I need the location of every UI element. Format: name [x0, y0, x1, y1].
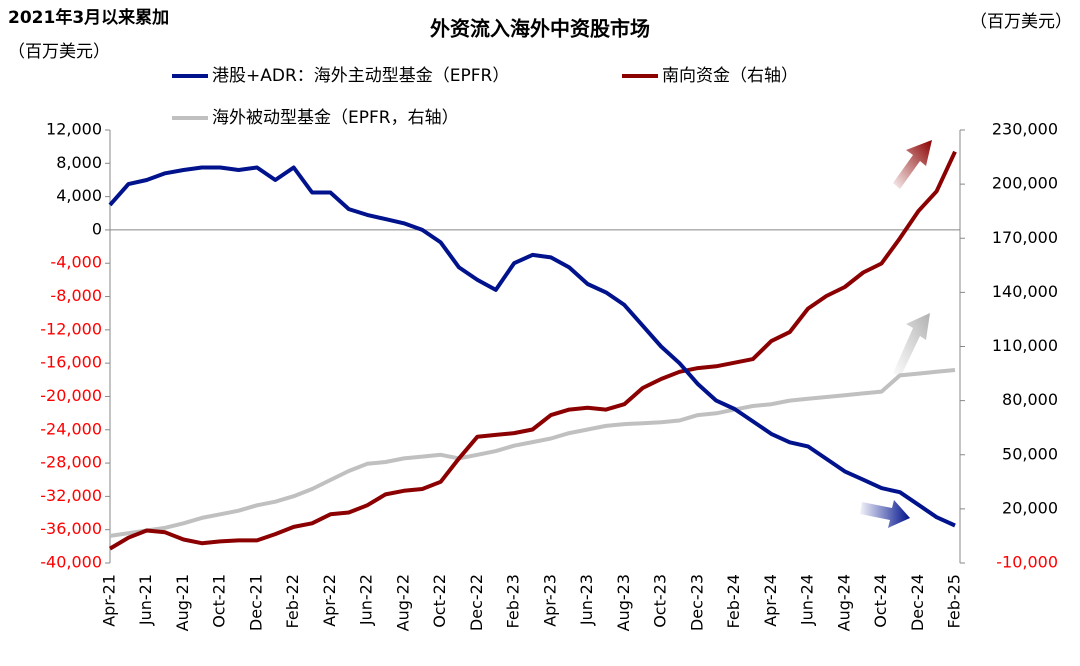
series-line — [108, 165, 956, 528]
y-tick-label: 0 — [92, 219, 102, 238]
y-tick-label: -24,000 — [40, 419, 102, 438]
x-tick-label: Jun-24 — [798, 574, 817, 626]
x-tick-label: Apr-23 — [540, 574, 559, 627]
x-tick-label: Feb-23 — [504, 574, 523, 628]
y2-tick-label: 170,000 — [992, 228, 1058, 247]
y2-tick-label: 230,000 — [992, 120, 1058, 139]
legend-label: 海外被动型基金（EPFR，右轴） — [212, 108, 459, 128]
x-tick-label: Dec-23 — [687, 574, 706, 631]
x-tick-label: Oct-21 — [210, 574, 229, 628]
y-tick-label: -16,000 — [40, 353, 102, 372]
y2-tick-label: 50,000 — [1002, 444, 1058, 463]
x-tick-label: Dec-24 — [908, 574, 927, 631]
y-tick-label: 12,000 — [46, 120, 102, 139]
y-tick-label: -8,000 — [50, 286, 102, 305]
x-tick-label: Aug-23 — [614, 574, 633, 631]
y2-tick-label: 110,000 — [992, 336, 1058, 355]
right-unit: （百万美元） — [970, 12, 1072, 32]
left-unit: 2021年3月以来累加 — [8, 7, 169, 28]
y-tick-label: -36,000 — [40, 519, 102, 538]
x-tick-label: Jun-23 — [577, 574, 596, 626]
x-tick-label: Aug-21 — [173, 574, 192, 631]
legend-label: 港股+ADR：海外主动型基金（EPFR） — [212, 66, 509, 86]
trend-arrow — [860, 500, 910, 528]
x-tick-label: Apr-24 — [761, 574, 780, 627]
y-tick-label: 8,000 — [56, 153, 102, 172]
y-tick-label: -4,000 — [50, 253, 102, 272]
y2-tick-label: 200,000 — [992, 174, 1058, 193]
x-tick-label: Feb-24 — [724, 574, 743, 628]
x-tick-label: Oct-22 — [430, 574, 449, 628]
y-tick-label: -12,000 — [40, 319, 102, 338]
x-tick-label: Jun-22 — [357, 574, 376, 626]
x-tick-label: Apr-21 — [100, 574, 119, 627]
y-tick-label: 4,000 — [56, 186, 102, 205]
series-line — [108, 150, 957, 551]
trend-arrow — [893, 140, 932, 189]
x-tick-label: Aug-24 — [834, 574, 853, 631]
y2-tick-label: 80,000 — [1002, 390, 1058, 409]
x-tick-label: Oct-24 — [871, 574, 890, 628]
x-tick-label: Feb-22 — [283, 574, 302, 628]
trend-arrow — [893, 313, 930, 378]
y-tick-label: -20,000 — [40, 386, 102, 405]
y-tick-label: -32,000 — [40, 486, 102, 505]
y2-tick-label: 140,000 — [992, 282, 1058, 301]
y2-tick-label: 20,000 — [1002, 498, 1058, 517]
x-tick-label: Dec-22 — [467, 574, 486, 631]
legend-label: 南向资金（右轴） — [662, 66, 798, 86]
series-line — [109, 368, 956, 538]
x-tick-label: Oct-23 — [651, 574, 670, 628]
x-tick-label: Feb-25 — [945, 574, 964, 628]
x-tick-label: Apr-22 — [320, 574, 339, 627]
left-unit: （百万美元） — [8, 42, 110, 62]
y-tick-label: -40,000 — [40, 553, 102, 572]
y-tick-label: -28,000 — [40, 453, 102, 472]
chart-title: 外资流入海外中资股市场 — [430, 17, 650, 41]
x-tick-label: Aug-22 — [393, 574, 412, 631]
x-tick-label: Jun-21 — [136, 574, 155, 626]
x-tick-label: Dec-21 — [246, 574, 265, 631]
y2-tick-label: -10,000 — [996, 553, 1058, 572]
